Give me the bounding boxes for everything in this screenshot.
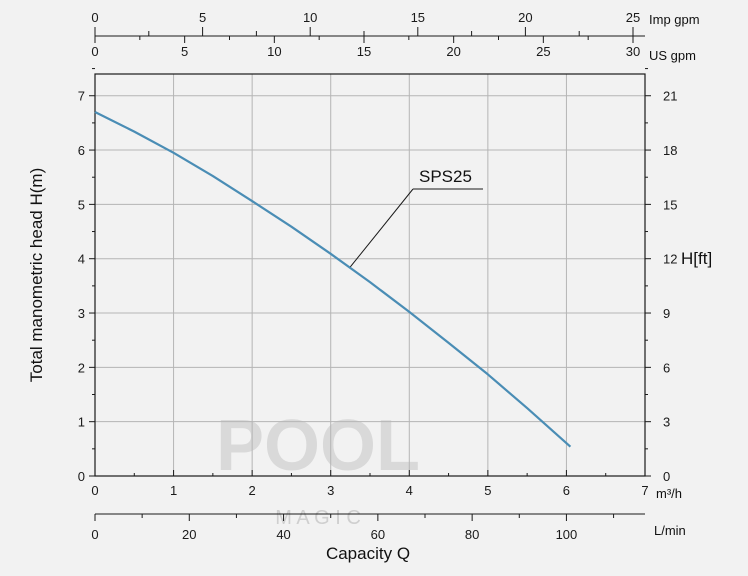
x-axis-unit: m³/h <box>656 486 682 501</box>
annotation: SPS25 <box>349 167 483 268</box>
y-axis-title: Total manometric head H(m) <box>27 168 46 382</box>
y-tick-label: 0 <box>78 469 85 484</box>
y2-tick-label: 0 <box>663 469 670 484</box>
usgpm-tick-label: 10 <box>267 44 281 59</box>
grid-lines <box>95 74 645 476</box>
impgpm-axis-unit: Imp gpm <box>649 12 700 27</box>
lmin-tick-label: 20 <box>182 527 196 542</box>
y-tick-label: 3 <box>78 306 85 321</box>
x-tick-label: 0 <box>91 483 98 498</box>
usgpm-tick-label: 25 <box>536 44 550 59</box>
lmin-tick-label: 40 <box>276 527 290 542</box>
usgpm-tick-label: 20 <box>446 44 460 59</box>
x-axis-title: Capacity Q <box>326 544 410 563</box>
watermark-subtext: M A G I C <box>275 507 361 529</box>
lmin-tick-label: 0 <box>91 527 98 542</box>
usgpm-tick-label: 15 <box>357 44 371 59</box>
lmin-tick-label: 60 <box>371 527 385 542</box>
lmin-tick-label: 100 <box>556 527 578 542</box>
x-tick-label: 1 <box>170 483 177 498</box>
series-line-sps25 <box>94 111 572 448</box>
lmin-axis-unit: L/min <box>654 523 686 538</box>
y2-tick-label: 18 <box>663 143 677 158</box>
usgpm-tick-label: 0 <box>91 44 98 59</box>
y-tick-label: 2 <box>78 360 85 375</box>
x-tick-label: 4 <box>406 483 413 498</box>
y2-tick-label: 9 <box>663 306 670 321</box>
y-tick-label: 5 <box>78 197 85 212</box>
series-label: SPS25 <box>419 167 472 186</box>
y2-tick-label: 12 <box>663 252 677 267</box>
x-tick-label: 5 <box>484 483 491 498</box>
impgpm-tick-label: 20 <box>518 10 532 25</box>
y2-tick-label: 21 <box>663 89 677 104</box>
y2-axis-title: H[ft] <box>681 249 712 268</box>
watermark: POOL M A G I C <box>216 406 420 529</box>
impgpm-tick-label: 15 <box>411 10 425 25</box>
usgpm-tick-label: 30 <box>626 44 640 59</box>
y-tick-label: 6 <box>78 143 85 158</box>
x-tick-label: 2 <box>249 483 256 498</box>
annotation-leader <box>349 188 414 268</box>
usgpm-axis-unit: US gpm <box>649 48 696 63</box>
y-tick-label: 7 <box>78 89 85 104</box>
watermark-logo: POOL <box>216 406 420 486</box>
x-tick-label: 7 <box>641 483 648 498</box>
x-tick-label: 3 <box>327 483 334 498</box>
y2-tick-label: 15 <box>663 197 677 212</box>
impgpm-tick-label: 10 <box>303 10 317 25</box>
lmin-tick-label: 80 <box>465 527 479 542</box>
x-tick-label: 6 <box>563 483 570 498</box>
y-tick-label: 4 <box>78 252 85 267</box>
impgpm-tick-label: 0 <box>91 10 98 25</box>
y2-tick-label: 3 <box>663 415 670 430</box>
y2-tick-label: 6 <box>663 360 670 375</box>
y-tick-label: 1 <box>78 415 85 430</box>
impgpm-tick-label: 5 <box>199 10 206 25</box>
series-layer <box>94 111 572 448</box>
usgpm-tick-label: 5 <box>181 44 188 59</box>
impgpm-tick-label: 25 <box>626 10 640 25</box>
